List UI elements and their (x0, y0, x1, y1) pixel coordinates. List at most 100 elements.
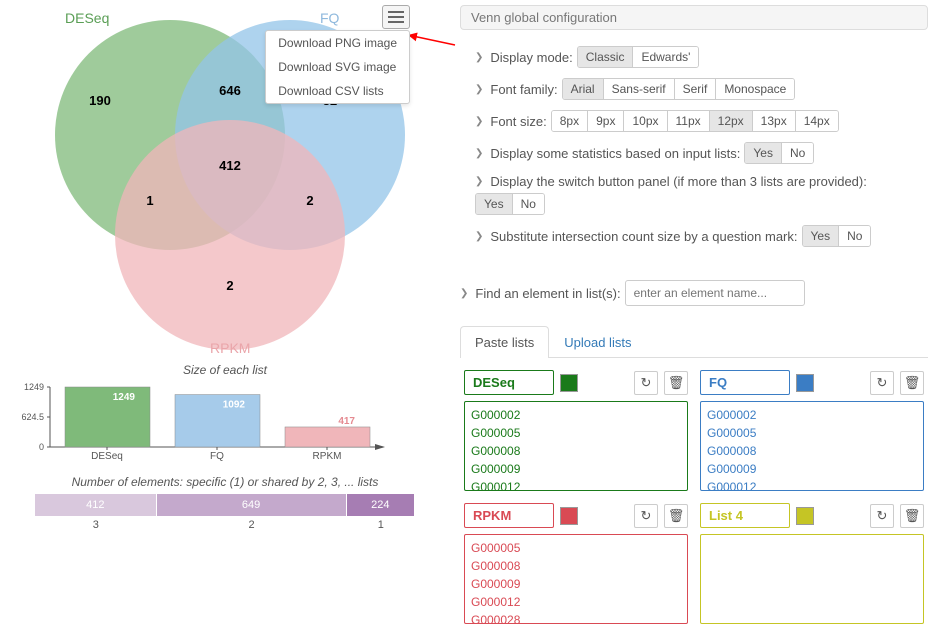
option-Monospace[interactable]: Monospace (716, 79, 794, 99)
option-Yes[interactable]: Yes (803, 226, 840, 246)
option-Serif[interactable]: Serif (675, 79, 717, 99)
color-chip[interactable] (796, 507, 814, 525)
option-Edwards'[interactable]: Edwards' (633, 47, 698, 67)
chevron-icon: ❯ (475, 84, 483, 95)
chevron-icon: ❯ (475, 176, 483, 187)
export-option[interactable]: Download PNG image (266, 31, 409, 55)
list-item: G000008 (471, 442, 681, 460)
list-box-FQ: ↻ 🗑 G000002G000005G000008G000009G000012 (700, 370, 924, 491)
option-Yes[interactable]: Yes (745, 143, 782, 163)
chevron-icon: ❯ (475, 116, 483, 127)
option-10px[interactable]: 10px (624, 111, 667, 131)
shared-segment-label: 3 (35, 519, 157, 531)
bar-chart-title: Size of each list (10, 363, 440, 377)
list-item: G000008 (471, 557, 681, 575)
tab-Upload-lists[interactable]: Upload lists (549, 326, 646, 358)
option-Sans-serif[interactable]: Sans-serif (604, 79, 675, 99)
refresh-icon[interactable]: ↻ (870, 504, 894, 528)
list-name-input[interactable] (700, 370, 790, 395)
chevron-icon: ❯ (475, 148, 483, 159)
list-content[interactable]: G000002G000005G000008G000009G000012 (700, 401, 924, 491)
list-content[interactable] (700, 534, 924, 624)
export-option[interactable]: Download SVG image (266, 55, 409, 79)
search-input[interactable] (625, 280, 805, 306)
bar-FQ[interactable] (175, 395, 260, 447)
list-item: G000008 (707, 442, 917, 460)
option-Yes[interactable]: Yes (476, 194, 513, 214)
color-chip[interactable] (796, 374, 814, 392)
list-item: G000009 (707, 460, 917, 478)
svg-text:624.5: 624.5 (21, 412, 44, 422)
shared-segment-label: 2 (157, 519, 347, 531)
option-11px[interactable]: 11px (668, 111, 710, 131)
option-No[interactable]: No (782, 143, 813, 163)
config-label: Substitute intersection count size by a … (490, 229, 797, 244)
list-item: G000012 (471, 478, 681, 491)
refresh-icon[interactable]: ↻ (870, 371, 894, 395)
shared-chart-title: Number of elements: specific (1) or shar… (10, 475, 440, 489)
shared-segment-label: 1 (347, 519, 415, 531)
option-No[interactable]: No (839, 226, 870, 246)
option-14px[interactable]: 14px (796, 111, 838, 131)
trash-icon[interactable]: 🗑 (664, 504, 688, 528)
option-No[interactable]: No (513, 194, 544, 214)
export-dropdown: Download PNG imageDownload SVG imageDown… (265, 30, 410, 104)
tab-Paste-lists[interactable]: Paste lists (460, 326, 549, 358)
shared-bar: 412649224 (35, 494, 415, 516)
list-item: G000009 (471, 460, 681, 478)
list-item: G000005 (471, 424, 681, 442)
export-menu-button[interactable] (382, 5, 410, 29)
refresh-icon[interactable]: ↻ (634, 504, 658, 528)
shared-labels: 321 (35, 519, 415, 531)
option-9px[interactable]: 9px (588, 111, 624, 131)
list-item: G000012 (471, 593, 681, 611)
list-item: G000012 (707, 478, 917, 491)
trash-icon[interactable]: 🗑 (664, 371, 688, 395)
svg-text:DESeq: DESeq (91, 451, 123, 462)
config-label: Font size: (490, 114, 546, 129)
bar-RPKM[interactable] (285, 427, 370, 447)
list-item: G000002 (707, 406, 917, 424)
color-chip[interactable] (560, 374, 578, 392)
list-item: G000028 (471, 611, 681, 624)
venn-count: 190 (89, 93, 111, 108)
list-item: G000002 (471, 406, 681, 424)
trash-icon[interactable]: 🗑 (900, 371, 924, 395)
shared-segment[interactable]: 649 (157, 494, 347, 516)
refresh-icon[interactable]: ↻ (634, 371, 658, 395)
trash-icon[interactable]: 🗑 (900, 504, 924, 528)
svg-text:417: 417 (338, 416, 355, 427)
config-panel-header[interactable]: Venn global configuration (460, 5, 928, 30)
list-item: G000005 (471, 539, 681, 557)
chevron-icon: ❯ (475, 231, 483, 242)
svg-text:FQ: FQ (210, 451, 224, 462)
list-item: G000009 (471, 575, 681, 593)
config-label: Display some statistics based on input l… (490, 146, 740, 161)
option-Classic[interactable]: Classic (578, 47, 634, 67)
list-name-input[interactable] (464, 370, 554, 395)
bar-DESeq[interactable] (65, 387, 150, 447)
option-12px[interactable]: 12px (710, 111, 753, 131)
svg-text:0: 0 (39, 442, 44, 452)
color-chip[interactable] (560, 507, 578, 525)
list-name-input[interactable] (464, 503, 554, 528)
chevron-icon: ❯ (460, 288, 468, 299)
shared-segment[interactable]: 412 (35, 494, 157, 516)
list-content[interactable]: G000002G000005G000008G000009G000012 (464, 401, 688, 491)
venn-count: 1 (146, 193, 153, 208)
venn-count: 646 (219, 83, 241, 98)
option-8px[interactable]: 8px (552, 111, 588, 131)
venn-count: 2 (306, 193, 313, 208)
option-Arial[interactable]: Arial (563, 79, 604, 99)
config-label: Display mode: (490, 50, 572, 65)
svg-text:1092: 1092 (223, 400, 246, 411)
export-option[interactable]: Download CSV lists (266, 79, 409, 103)
list-box-DESeq: ↻ 🗑 G000002G000005G000008G000009G000012 (464, 370, 688, 491)
list-name-input[interactable] (700, 503, 790, 528)
option-13px[interactable]: 13px (753, 111, 796, 131)
venn-circle-RPKM[interactable] (115, 120, 345, 350)
shared-segment[interactable]: 224 (347, 494, 415, 516)
list-content[interactable]: G000005G000008G000009G000012G000028 (464, 534, 688, 624)
list-item: G000005 (707, 424, 917, 442)
bar-chart: 1249624.501249DESeq1092FQ417RPKM (10, 382, 390, 462)
